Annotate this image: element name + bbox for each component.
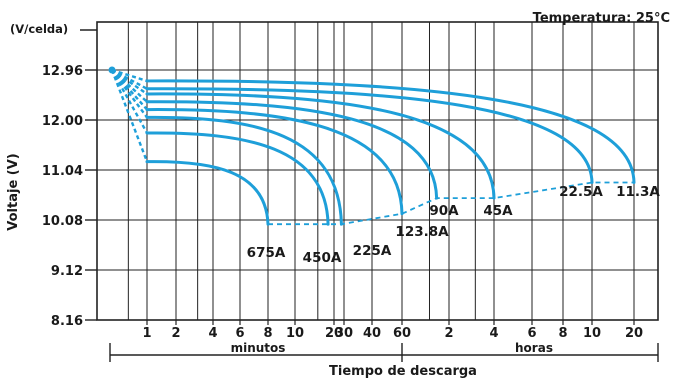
x-tick-label: 10 [286, 326, 304, 341]
series-label: 45A [483, 203, 513, 219]
discharge-curve [145, 100, 439, 200]
discharge-curve [145, 79, 636, 184]
x-group-hours: horas [515, 341, 553, 355]
y-tick-label: 9.12 [51, 264, 83, 279]
series-label: 22.5A [559, 184, 603, 200]
y-axis-title: Voltaje (V) [6, 153, 21, 230]
discharge-curves [108, 66, 636, 226]
x-axis-title: Tiempo de descarga [329, 364, 477, 379]
discharge-curve [145, 115, 343, 226]
series-label: 11.3A [616, 184, 660, 200]
x-tick-label: 1 [142, 326, 151, 341]
start-point [108, 66, 116, 74]
x-group-minutes: minutos [231, 341, 286, 355]
endpoint-dashed-path [268, 181, 634, 226]
x-tick-label: 6 [527, 326, 536, 341]
discharge-curve [145, 131, 330, 226]
x-tick-label: 4 [208, 326, 217, 341]
y-unit-label: (V/celda) [10, 22, 68, 36]
y-tick-label: 10.08 [42, 214, 83, 229]
grid [97, 22, 658, 320]
y-tick-label: 11.04 [42, 164, 83, 179]
series-label: 123.8A [395, 224, 449, 240]
chart-title: Temperatura: 25°C [533, 11, 670, 26]
x-tick-label: 2 [444, 326, 453, 341]
series-label: 90A [429, 203, 459, 219]
plot-frame [96, 21, 659, 321]
curve-start-segment [110, 69, 149, 134]
series-label: 675A [247, 245, 286, 261]
curve-start-segment [111, 68, 148, 83]
x-tick-label: 20 [625, 326, 643, 341]
x-tick-label: 6 [235, 326, 244, 341]
x-tick-label: 40 [363, 326, 381, 341]
discharge-curve [145, 92, 496, 200]
y-tick-label: 12.96 [42, 64, 83, 79]
y-tick-label: 8.16 [51, 314, 83, 329]
x-tick-label: 2 [171, 326, 180, 341]
x-tick-label: 10 [583, 326, 601, 341]
discharge-curve [145, 108, 404, 216]
series-label: 450A [303, 250, 342, 266]
series-label: 225A [353, 243, 392, 259]
x-tick-label: 8 [558, 326, 567, 341]
x-tick-label: 8 [263, 326, 272, 341]
x-tick-label: 4 [489, 326, 498, 341]
plot-border [96, 21, 659, 321]
endpoint-dashed-line [268, 181, 634, 226]
x-tick-label: 30 [335, 326, 353, 341]
discharge-curve [145, 87, 594, 184]
y-tick-label: 12.00 [42, 114, 83, 129]
curve-start-segment [111, 69, 148, 95]
x-tick-label: 20 [325, 326, 343, 341]
curve-start-segment [110, 69, 149, 163]
x-tick-label: 60 [393, 326, 411, 341]
discharge-curve [145, 160, 270, 226]
